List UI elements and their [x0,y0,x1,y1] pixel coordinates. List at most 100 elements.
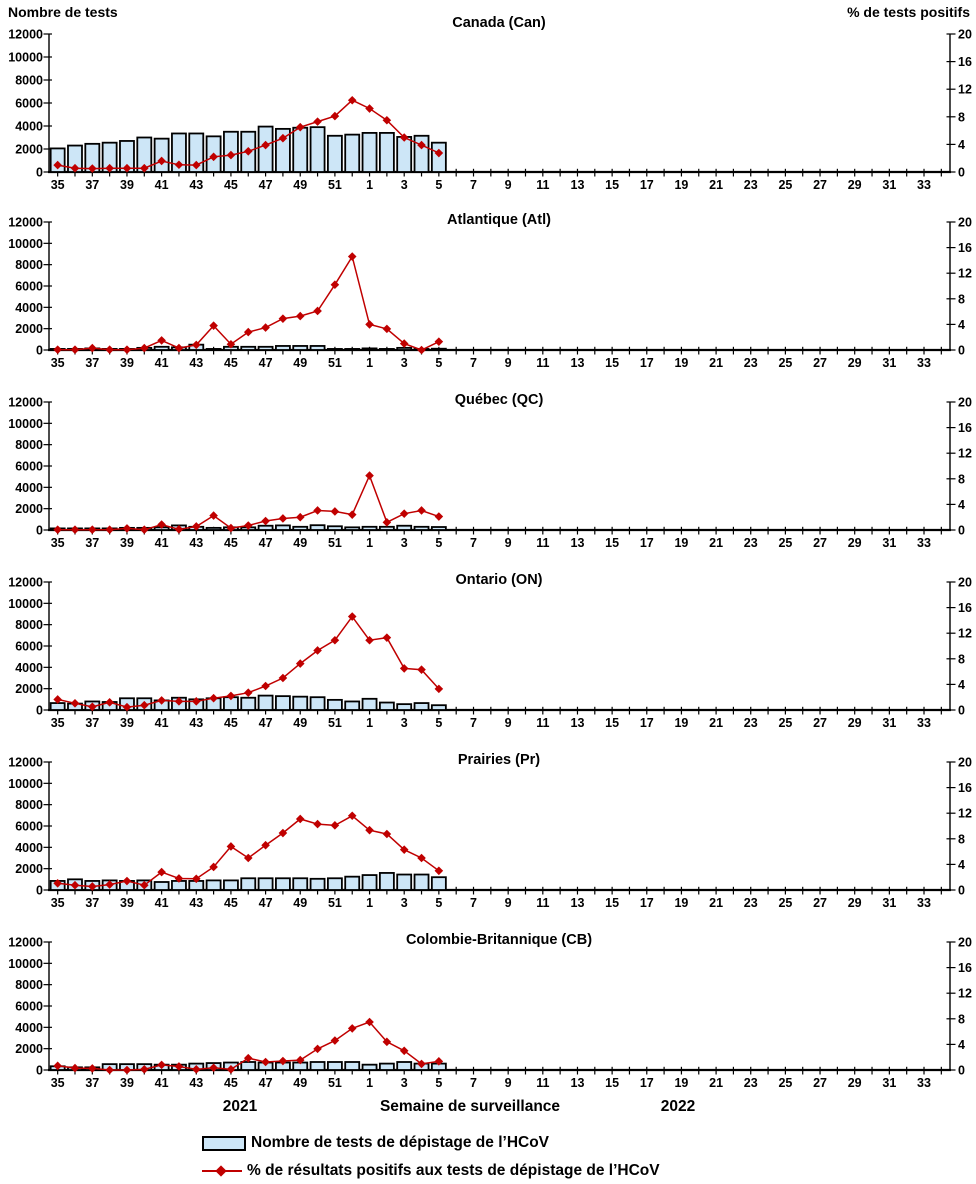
x-axis-tick-label: 27 [813,536,827,550]
chart-panel-ontario: Ontario (ON) 0 2000 4000 6000 8000 10000 12000 0… [8,572,972,730]
pct-point-week-44 [209,152,218,162]
tests-bar-week-3 [396,136,413,173]
x-axis-tick-label: 37 [85,536,99,550]
right-axis-title: % de tests positifs [847,4,970,20]
left-axis-tick-label: 6000 [15,280,43,294]
pct-point-week-38 [105,163,114,173]
legend-line-swatch-icon [202,1164,242,1177]
pct-point-week-2 [382,518,392,527]
x-axis-tick-label: 3 [401,356,408,370]
left-axis-tick-label: 4000 [15,661,43,675]
x-axis-tick-label: 35 [51,356,65,370]
x-axis-tick-label: 11 [536,1076,549,1090]
left-axis-tick-label: 10000 [8,597,43,611]
pct-point-week-4 [417,1059,426,1069]
pct-point-week-4 [417,140,426,150]
left-axis-tick-label: 12000 [8,396,43,410]
x-axis-tick-label: 33 [917,536,931,550]
legend-pct-label: % de résultats positifs aux tests de dép… [247,1162,660,1179]
pct-point-week-42 [174,697,184,706]
x-axis-tick-label: 5 [435,536,442,550]
x-axis-tick-label: 1 [366,356,373,370]
right-axis-tick-label: 12 [958,267,972,281]
x-axis-tick-label: 5 [435,356,442,370]
x-axis-tick-label: 7 [470,536,477,550]
x-axis-tick-label: 31 [882,536,896,550]
chart-panel-quebec: Québec (QC) 0 2000 4000 6000 8000 10000 12000 0 4… [8,392,972,550]
pct-point-week-1 [365,471,374,480]
panel-title: Québec (QC) [455,392,544,408]
pct-point-week-35 [53,160,62,170]
tests-bar-week-5 [430,141,447,173]
right-axis-tick-label: 20 [958,576,972,590]
x-axis-tick-label: 23 [744,1076,758,1090]
left-axis-tick-label: 8000 [15,798,43,812]
tests-bar-week-52 [344,526,361,531]
x-axis-tick-label: 25 [778,716,792,730]
x-axis-tick-label: 41 [155,178,169,192]
pct-point-week-49 [295,122,305,132]
tests-bar-week-44 [205,879,222,891]
tests-bar-week-42 [171,132,187,173]
right-axis-tick-label: 12 [958,447,972,461]
pct-point-week-37 [88,525,97,534]
x-axis-tick-label: 13 [571,536,585,550]
left-axis-tick-label: 12000 [8,756,43,770]
x-axis-tick-label: 51 [328,1076,342,1090]
tests-bar-week-5 [430,704,447,711]
x-axis-tick-label: 45 [224,536,238,550]
right-axis-tick-label: 4 [958,138,965,152]
pct-point-week-47 [261,140,270,150]
x-axis-tick-label: 19 [674,178,688,192]
pct-point-week-44 [209,862,218,872]
pct-point-week-5 [434,148,444,158]
x-axis-tick-label: 29 [848,896,862,910]
tests-bar-week-1 [361,874,378,891]
tests-bar-week-3 [396,346,413,351]
pct-point-week-1 [365,825,374,835]
tests-bar-week-35 [49,702,66,711]
tests-bar-week-48 [275,524,291,531]
x-axis-tick-label: 49 [293,896,307,910]
x-axis-tick-label: 19 [674,356,688,370]
x-axis-tick-label: 39 [120,536,134,550]
x-axis-tick-label: 35 [51,536,65,550]
left-axis-tick-label: 12000 [8,216,43,230]
tests-bar-week-45 [223,879,239,891]
pct-point-week-36 [70,345,80,354]
x-axis-tick-label: 37 [85,896,99,910]
x-axis-tick-label: 27 [813,896,827,910]
x-axis-tick-label: 7 [470,716,477,730]
pct-point-week-41 [157,520,166,529]
tests-bar-week-1 [361,525,378,531]
pct-point-week-39 [122,345,132,354]
pct-point-week-45 [226,691,236,701]
pct-point-week-46 [243,688,253,698]
pct-point-week-49 [295,659,305,668]
pct-point-week-1 [365,104,374,113]
x-axis-footer: 2021 Semaine de surveillance 2022 [0,1098,976,1124]
x-axis-tick-label: 21 [709,178,723,192]
x-axis-tick-label: 9 [505,1076,512,1090]
x-axis-tick-label: 11 [536,356,549,370]
left-axis-tick-label: 4000 [15,301,43,315]
x-axis-tick-label: 41 [155,896,169,910]
x-axis-tick-label: 45 [224,896,238,910]
tests-bar-week-43 [188,132,205,173]
x-axis-tick-label: 43 [189,536,203,550]
x-axis-tick-label: 19 [674,536,688,550]
pct-point-week-40 [139,1065,149,1074]
tests-bar-week-50 [309,1061,326,1071]
x-axis-tick-label: 17 [640,536,654,550]
x-axis-tick-label: 5 [435,716,442,730]
x-axis-tick-label: 35 [51,716,65,730]
x-axis-tick-label: 13 [571,896,585,910]
left-axis-tick-label: 8000 [15,618,43,632]
right-axis-tick-label: 0 [958,166,965,180]
pct-point-week-43 [191,340,201,350]
tests-bar-week-51 [326,877,343,891]
x-axis-tick-label: 25 [778,356,792,370]
left-axis-tick-label: 4000 [15,841,43,855]
left-axis-tick-label: 2000 [15,1042,43,1056]
x-axis-tick-label: 1 [366,896,373,910]
